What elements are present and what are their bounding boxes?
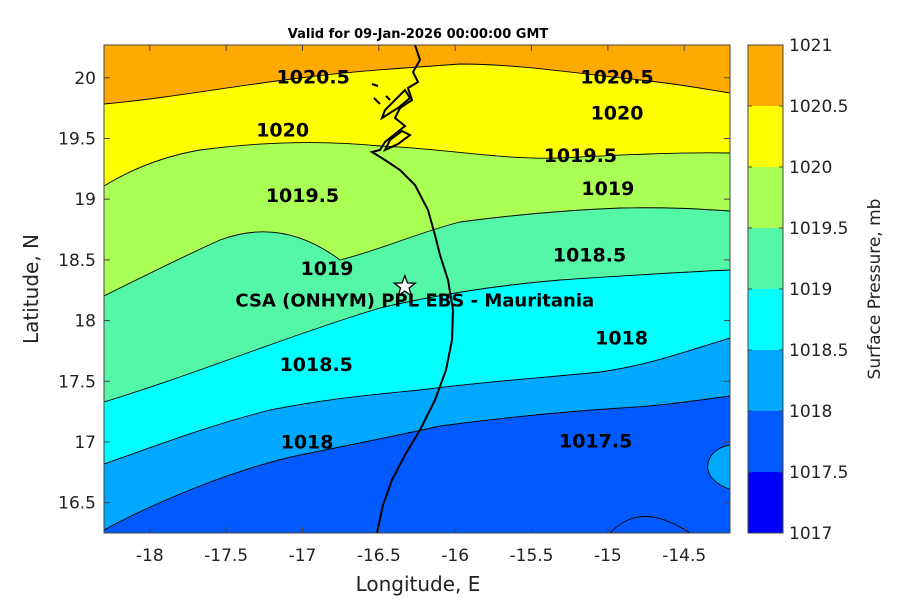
colorbar-swatch [748, 45, 783, 106]
x-tick-label: -17 [289, 546, 317, 566]
star-icon [392, 273, 417, 298]
colorbar-swatch [748, 106, 783, 167]
x-tick-label: -18 [136, 546, 164, 566]
contour-label: 1019.5 [266, 185, 339, 207]
band-1019 [104, 207, 730, 402]
contour-label: 1020.5 [277, 66, 350, 88]
contour-label: 1019 [581, 178, 634, 200]
colorbar-tick-label: 1017 [789, 524, 832, 544]
pressure-map [104, 45, 730, 533]
site-marker: CSA (ONHYM) PPL EBS - Mauritania [235, 273, 594, 312]
colorbar-tick-label: 1018 [789, 402, 832, 422]
y-tick-label: 17 [74, 433, 96, 453]
contour-label: 1020 [591, 103, 644, 125]
contour-label: 1018 [595, 327, 648, 349]
contour-label: 1020.5 [580, 66, 653, 88]
band-1018 [104, 338, 730, 530]
x-tick-label: -16.5 [357, 546, 401, 566]
band-1019-5 [104, 142, 730, 296]
colorbar-tick-label: 1017.5 [789, 463, 848, 483]
colorbar: 1017 1017.5 1018 1018.5 1019 1019.5 1020 1020.5… [747, 36, 848, 544]
y-tick-label: 16.5 [58, 494, 96, 514]
colorbar-swatch [748, 411, 783, 472]
colorbar-swatch [748, 350, 783, 411]
band-1017-5 [104, 396, 730, 533]
contour-labels: 1020.5 1020.5 1020 1020 1019.5 1019.5 1019 1019… [256, 66, 653, 453]
colorbar-swatch [748, 167, 783, 228]
colorbar-swatch [748, 228, 783, 289]
coastline [369, 45, 455, 533]
band-1020 [104, 64, 730, 186]
x-tick-label: -15.5 [510, 546, 554, 566]
site-label: CSA (ONHYM) PPL EBS - Mauritania [235, 291, 594, 312]
colorbar-swatch [748, 472, 783, 533]
colorbar-tick-label: 1020 [789, 158, 832, 178]
colorbar-tick-label: 1021 [789, 36, 832, 56]
x-axis: -18 -17.5 -17 -16.5 -16 -15.5 -15 -14.5 [136, 45, 706, 566]
plot-frame [103, 44, 731, 534]
band-1020-5 [104, 45, 730, 104]
x-axis-label: Longitude, E [356, 572, 481, 596]
y-axis-label: Latitude, N [19, 234, 43, 344]
y-tick-label: 18.5 [58, 251, 96, 271]
contour-label: 1020 [256, 120, 309, 142]
x-tick-label: -16 [441, 546, 469, 566]
contour-label: 1018 [281, 432, 334, 454]
x-tick-label: -17.5 [204, 546, 248, 566]
y-tick-label: 20 [74, 69, 96, 89]
x-tick-label: -15 [594, 546, 622, 566]
colorbar-tick-label: 1018.5 [789, 341, 848, 361]
band-1018-5 [104, 270, 730, 464]
y-tick-label: 18 [74, 312, 96, 332]
y-axis: 16.5 17 17.5 18 18.5 19 19.5 20 [58, 69, 730, 514]
y-tick-label: 19.5 [58, 129, 96, 149]
y-tick-label: 19 [74, 190, 96, 210]
colorbar-label: Surface Pressure, mb [865, 199, 885, 380]
figure-title: Valid for 09-Jan-2026 00:00:00 GMT [288, 27, 549, 42]
colorbar-tick-label: 1019.5 [789, 219, 848, 239]
band-1017-5-bottom [610, 516, 690, 533]
contour-label: 1019 [300, 258, 353, 280]
contour-label: 1018.5 [280, 354, 353, 376]
colorbar-tick-label: 1020.5 [789, 97, 848, 117]
x-tick-label: -14.5 [662, 546, 706, 566]
contour-label: 1018.5 [553, 245, 626, 267]
y-tick-label: 17.5 [58, 372, 96, 392]
contour-label: 1019.5 [544, 145, 617, 167]
colorbar-swatch [748, 289, 783, 350]
colorbar-tick-label: 1019 [789, 280, 832, 300]
band-1018-bubble [707, 445, 730, 489]
contour-label: 1017.5 [559, 430, 632, 452]
